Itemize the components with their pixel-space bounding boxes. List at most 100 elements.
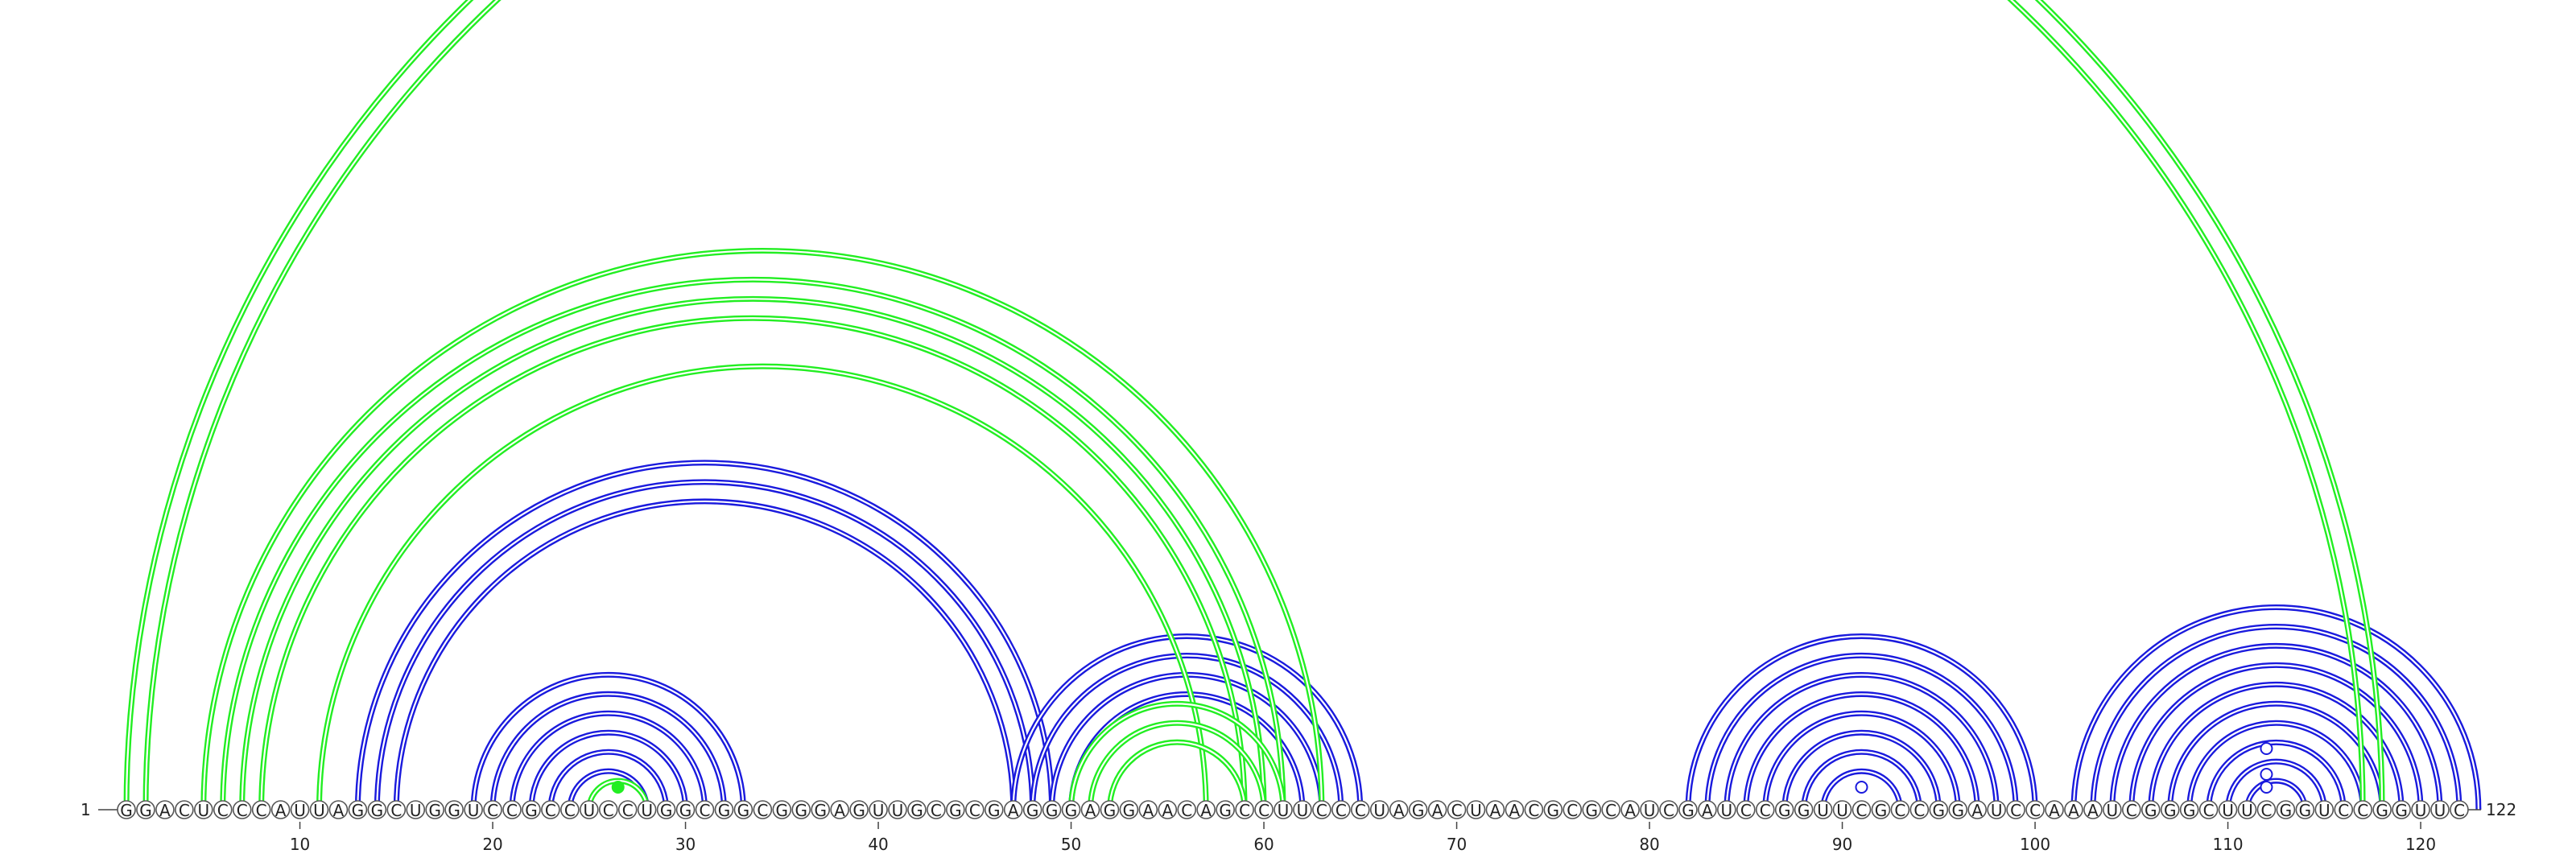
nucleotide-circle: [695, 800, 715, 819]
nucleotide-letter: A: [1971, 801, 1983, 820]
nucleotide-letter: G: [2145, 801, 2157, 820]
nucleotide-circle: [2140, 800, 2161, 819]
nucleotide-circle: [1080, 800, 1100, 819]
nucleotide-circle: [2179, 800, 2199, 819]
nucleotide-letter: U: [1373, 801, 1385, 820]
nucleotide-letter: U: [1721, 801, 1733, 820]
nucleotide-circle: [598, 800, 618, 819]
nucleotide-circle: [1331, 800, 1351, 819]
nucleotide-letter: C: [390, 801, 402, 820]
nucleotide-circle: [888, 800, 907, 819]
blue-pair-arc-core: [2111, 645, 2442, 811]
nucleotide-circle: [2064, 800, 2083, 819]
nucleotide-circle: [348, 800, 368, 819]
nucleotide-letter: G: [1046, 801, 1059, 820]
end-label: 122: [2486, 800, 2516, 819]
axis-tick-label: 70: [1447, 835, 1467, 854]
nucleotide-circle: [1659, 800, 1678, 819]
nucleotide-letter: A: [2087, 801, 2099, 820]
nucleotide-letter: G: [776, 801, 789, 820]
nucleotide-circle: [1042, 800, 1062, 819]
nucleotide-letter: U: [2241, 801, 2253, 820]
nucleotide-circle: [1794, 800, 1814, 819]
blue-pair-arc-core: [2072, 606, 2479, 811]
nucleotide-circle: [2392, 800, 2411, 819]
blue-pair-arc-core: [2091, 625, 2461, 811]
nucleotide-letter: C: [1856, 801, 1868, 820]
nucleotide-letter: U: [2107, 801, 2119, 820]
nucleotide-letter: G: [371, 801, 384, 820]
green-pair-arc-core: [241, 298, 1265, 811]
blue-pair-arc-core: [1725, 674, 1998, 811]
nucleotide-circle: [1100, 800, 1120, 819]
nucleotide-circle: [251, 800, 271, 819]
nucleotide-circle: [1466, 800, 1486, 819]
nucleotide-letter: G: [1933, 801, 1946, 820]
green-pair-arc: [123, 0, 2385, 811]
nucleotide-circle: [1447, 800, 1467, 819]
nucleotide-letter: G: [2376, 801, 2388, 820]
nucleotide-circle: [1987, 800, 2006, 819]
nucleotide-letter: C: [2260, 801, 2272, 820]
nucleotide-letter: C: [931, 801, 942, 820]
nucleotide-circle: [483, 800, 502, 819]
axis-tick-label: 10: [290, 835, 310, 854]
blue-pair-arc-core: [1802, 751, 1921, 811]
nucleotide-letter: C: [545, 801, 556, 820]
nucleotide-circle: [2276, 800, 2296, 819]
nucleotide-circle: [1543, 800, 1563, 819]
nucleotide-letter: C: [1760, 801, 1771, 820]
nucleotide-letter: U: [892, 801, 904, 820]
nucleotide-circle: [1929, 800, 1949, 819]
nucleotide-circle: [927, 800, 946, 819]
nucleotide-circle: [2218, 800, 2238, 819]
nucleotide-letter: G: [1026, 801, 1039, 820]
nucleotide-circle: [2237, 800, 2257, 819]
nucleotide-letter: A: [1008, 801, 1019, 820]
blue-pair-arc-core: [491, 693, 725, 811]
green-pair-arc-core: [1108, 741, 1246, 811]
nucleotide-letter: G: [737, 801, 750, 820]
blue-pair-arc-core: [1031, 654, 1342, 811]
nucleotide-circle: [541, 800, 560, 819]
nucleotide-circle: [753, 800, 773, 819]
nucleotide-letter: A: [1200, 801, 1212, 820]
nucleotide-letter: G: [525, 801, 538, 820]
nucleotide-circle: [2122, 800, 2141, 819]
green-pair-arc-core: [1070, 703, 1285, 811]
nucleotide-circle: [1158, 800, 1178, 819]
green-pair-arc: [1068, 700, 1286, 811]
nucleotide-circle: [175, 800, 194, 819]
axis-tick-label: 80: [1639, 835, 1659, 854]
blue-pair-arc-core: [473, 674, 745, 811]
nucleotide-circle: [1909, 800, 1930, 819]
arc-marker: [2260, 768, 2273, 781]
nucleotide-letter: U: [197, 801, 209, 820]
nucleotide-circle: [425, 800, 445, 819]
blue-pair-arc-core: [549, 751, 667, 811]
nucleotide-letter: A: [333, 801, 345, 820]
nucleotide-letter: C: [1355, 801, 1366, 820]
nucleotide-letter: C: [179, 801, 190, 820]
nucleotide-letter: G: [1123, 801, 1136, 820]
nucleotide-circle: [984, 800, 1004, 819]
nucleotide-letter: A: [275, 801, 287, 820]
nucleotide-letter: C: [1913, 801, 1925, 820]
nucleotide-letter: A: [1143, 801, 1154, 820]
nucleotide-circle: [1601, 800, 1620, 819]
nucleotide-letter: C: [700, 801, 711, 820]
nucleotide-letter: A: [2068, 801, 2079, 820]
nucleotide-letter: C: [2010, 801, 2021, 820]
nucleotide-circle: [1254, 800, 1274, 819]
nucleotide-letter: U: [1470, 801, 1482, 820]
nucleotide-letter: C: [1335, 801, 1347, 820]
green-pair-arc-core: [221, 278, 1285, 811]
nucleotide-circle: [1061, 800, 1081, 819]
nucleotide-letter: G: [679, 801, 692, 820]
nucleotide-letter: A: [1162, 801, 1173, 820]
nucleotide-circle: [328, 800, 349, 819]
nucleotide-letter: U: [1836, 801, 1848, 820]
nucleotide-circle: [1312, 800, 1331, 819]
nucleotide-letter: G: [2280, 801, 2293, 820]
nucleotide-letter: G: [910, 801, 923, 820]
